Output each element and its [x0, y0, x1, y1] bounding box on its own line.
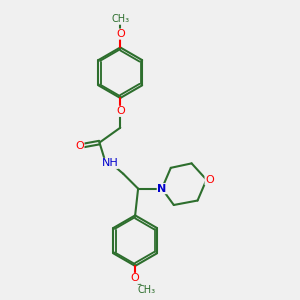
Text: O: O — [75, 140, 84, 151]
Text: O: O — [116, 29, 125, 39]
Text: O: O — [205, 175, 214, 185]
Text: CH₃: CH₃ — [138, 285, 156, 295]
Text: O: O — [131, 273, 140, 284]
Text: O: O — [116, 106, 125, 116]
Text: N: N — [157, 184, 167, 194]
Text: NH: NH — [101, 158, 118, 168]
Text: CH₃: CH₃ — [111, 14, 129, 24]
